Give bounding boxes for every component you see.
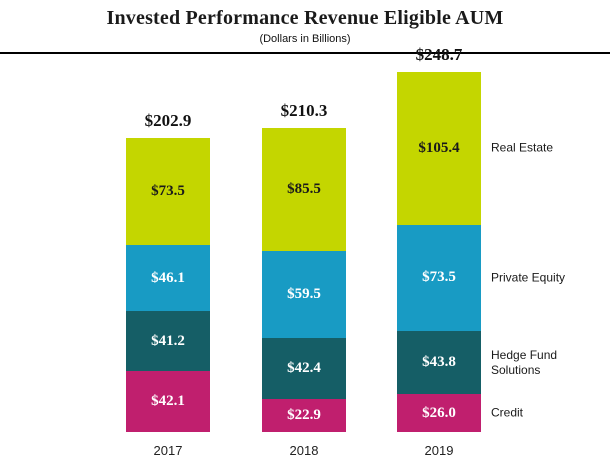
chart-subtitle: (Dollars in Billions) [259,33,351,45]
stacked-bar-2019: $26.0 $43.8 $73.5 $105.4 $248.7 [397,45,481,432]
stacked-bar-2017: $42.1 $41.2 $46.1 $73.5 $202.9 [126,111,210,432]
bar-segment: $22.9 [262,398,346,432]
bar-segment: $73.5 [126,138,210,245]
series-label: Credit [491,405,524,420]
divider-line [0,52,610,54]
x-axis-label: 2018 [289,443,319,458]
chart-title: Invested Performance Revenue Eligible AU… [106,7,504,29]
bar-segment: $26.0 [397,394,481,432]
x-axis-label: 2019 [424,443,454,458]
bar-segment: $43.8 [397,331,481,395]
bar-segment: $59.5 [262,251,346,338]
x-axis-label: 2017 [153,443,183,458]
series-label: Private Equity [491,270,566,285]
bar-segment: $41.2 [126,311,210,372]
bar-segment: $42.4 [262,337,346,399]
series-label: Real Estate [491,140,554,155]
bar-segment: $73.5 [397,224,481,332]
bar-segment: $105.4 [397,72,481,225]
bar-total-label: $210.3 [280,100,328,120]
stacked-bar-2018: $22.9 $42.4 $59.5 $85.5 $210.3 [262,101,346,432]
bar-segment: $42.1 [126,371,210,432]
series-label: Hedge Fund Solutions [491,347,558,377]
bar-total-label: $202.9 [144,111,192,131]
bar-segment: $85.5 [262,127,346,252]
bar-segment: $46.1 [126,244,210,312]
bar-total-label: $248.7 [415,45,463,65]
